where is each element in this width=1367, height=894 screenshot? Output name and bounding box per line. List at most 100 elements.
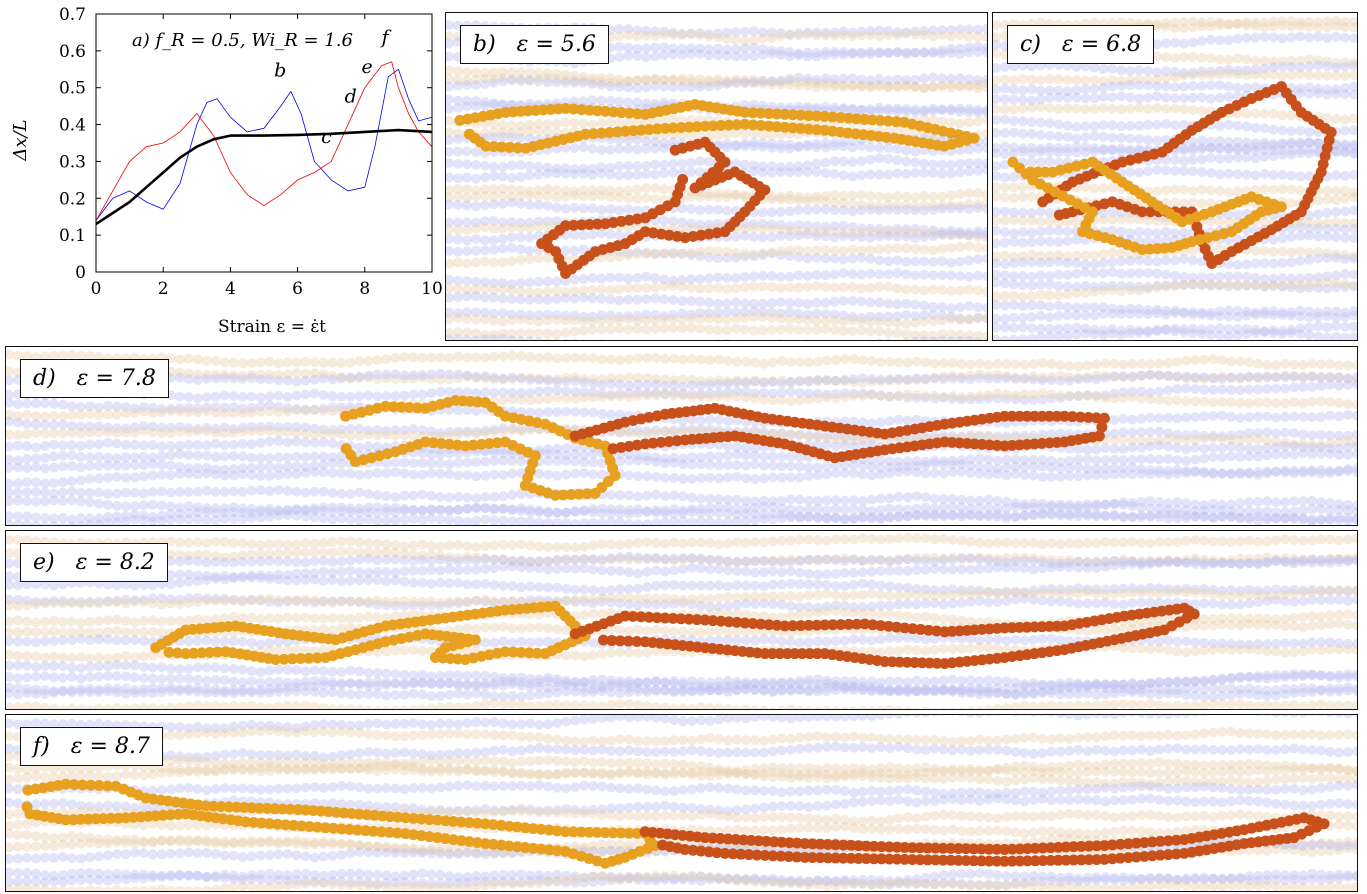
background-bead: [1196, 167, 1207, 178]
background-bead: [964, 47, 975, 58]
background-bead: [740, 376, 751, 387]
background-bead: [1223, 216, 1234, 227]
background-bead: [632, 294, 643, 305]
background-bead: [956, 371, 967, 382]
background-bead: [884, 391, 895, 402]
background-bead: [677, 43, 688, 54]
background-bead: [470, 284, 481, 295]
background-bead: [660, 380, 671, 391]
background-bead: [901, 309, 912, 320]
background-bead: [1277, 169, 1288, 180]
background-bead: [1226, 356, 1237, 367]
background-bead: [381, 426, 392, 436]
background-bead: [515, 244, 526, 255]
background-bead: [1044, 156, 1055, 167]
background-bead: [561, 393, 572, 404]
background-bead: [174, 421, 185, 432]
background-bead: [793, 219, 804, 230]
background-bead: [446, 192, 454, 203]
background-bead: [1145, 394, 1156, 405]
background-bead: [1091, 390, 1102, 401]
background-bead: [1044, 130, 1055, 141]
background-bead: [1178, 227, 1189, 238]
background-bead: [1259, 108, 1270, 119]
background-bead: [937, 200, 948, 211]
background-bead: [461, 96, 472, 107]
background-bead: [614, 323, 625, 334]
background-bead: [812, 432, 823, 443]
background-bead: [363, 425, 374, 436]
background-bead: [1187, 166, 1198, 177]
background-bead: [264, 400, 275, 411]
background-bead: [695, 424, 706, 435]
background-bead: [273, 436, 284, 446]
background-bead: [1295, 145, 1306, 156]
background-bead: [291, 357, 302, 368]
background-bead: [632, 97, 643, 108]
background-bead: [1349, 33, 1357, 44]
background-bead: [363, 390, 374, 401]
background-bead: [1082, 444, 1093, 455]
background-bead: [955, 313, 966, 324]
background-bead: [542, 126, 553, 137]
background-bead: [291, 405, 302, 416]
background-bead: [973, 188, 984, 198]
background-bead: [739, 77, 750, 88]
background-bead: [1161, 66, 1172, 77]
background-bead: [748, 306, 759, 317]
background-bead: [605, 252, 616, 263]
background-bead: [1313, 253, 1324, 264]
background-bead: [1187, 185, 1198, 196]
background-bead: [993, 20, 1001, 31]
background-bead: [111, 401, 122, 412]
background-bead: [874, 142, 885, 153]
background-bead: [1073, 391, 1084, 402]
background-bead: [892, 74, 903, 85]
background-bead: [497, 120, 508, 131]
background-bead: [721, 129, 732, 140]
background-bead: [1161, 325, 1172, 336]
background-bead: [982, 164, 987, 175]
background-bead: [1098, 183, 1109, 193]
background-bead: [983, 390, 994, 401]
background-bead: [606, 373, 617, 383]
background-bead: [183, 353, 194, 364]
background-bead: [892, 204, 903, 215]
background-bead: [1143, 325, 1154, 336]
background-bead: [929, 358, 940, 369]
background-bead: [964, 241, 975, 252]
background-bead: [1307, 442, 1318, 453]
background-bead: [982, 243, 987, 254]
background-bead: [560, 117, 571, 128]
background-bead: [1163, 412, 1174, 423]
background-bead: [999, 237, 1010, 248]
background-bead: [748, 231, 759, 242]
background-bead: [533, 253, 544, 264]
background-bead: [784, 271, 795, 282]
background-bead: [1187, 272, 1198, 283]
background-bead: [766, 282, 777, 292]
background-bead: [488, 99, 499, 110]
background-bead: [446, 38, 454, 49]
background-bead: [1116, 214, 1127, 225]
background-bead: [515, 254, 526, 265]
background-bead: [246, 426, 257, 436]
background-bead: [812, 430, 823, 441]
background-bead: [1232, 271, 1243, 282]
background-bead: [1340, 141, 1351, 152]
background-bead: [1196, 142, 1207, 153]
background-bead: [210, 370, 221, 380]
background-bead: [659, 75, 670, 86]
background-bead: [1134, 120, 1145, 131]
background-bead: [946, 159, 957, 170]
background-bead: [829, 81, 840, 92]
background-bead: [974, 369, 985, 380]
background-bead: [1223, 259, 1234, 270]
background-bead: [1161, 18, 1172, 29]
background-bead: [730, 34, 741, 45]
chain-bead: [583, 104, 595, 116]
background-bead: [993, 84, 1001, 95]
background-bead: [1091, 359, 1102, 370]
background-bead: [1107, 182, 1118, 193]
background-bead: [1286, 145, 1297, 156]
